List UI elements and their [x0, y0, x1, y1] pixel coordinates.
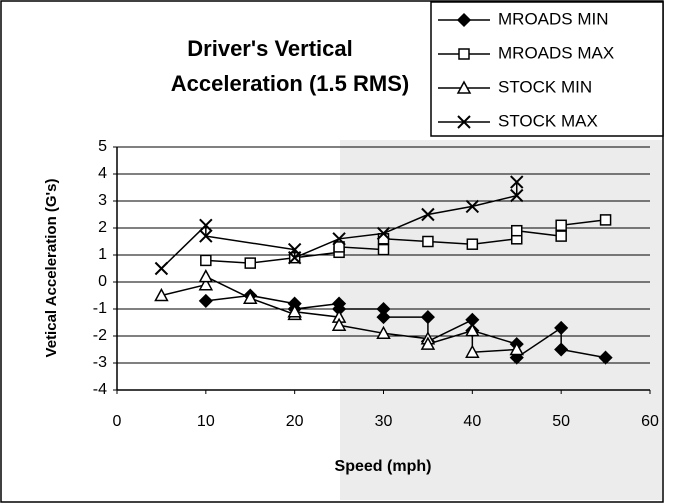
marker-diamond [598, 350, 613, 365]
x-axis-label: Speed (mph) [335, 458, 432, 475]
y-axis-label: Vetical Acceleration (G's) [43, 179, 60, 358]
y-tick-label: -3 [93, 354, 107, 371]
marker-triangle [198, 277, 214, 291]
marker-square [511, 224, 523, 237]
marker-square [377, 243, 390, 256]
marker-triangle [198, 269, 214, 283]
series-line [205, 219, 606, 264]
scan-shade [340, 140, 662, 500]
y-tick-label: 0 [98, 273, 107, 290]
marker-square [458, 48, 470, 60]
marker-diamond [456, 12, 472, 28]
marker-diamond [198, 293, 213, 308]
marker-triangle [420, 336, 436, 350]
x-tick-label: 10 [197, 413, 215, 430]
marker-triangle [376, 325, 391, 340]
chart-title: Acceleration (1.5 RMS) [171, 71, 409, 96]
y-tick-label: -2 [93, 327, 107, 344]
x-tick-label: 20 [286, 413, 304, 430]
marker-triangle [287, 304, 302, 318]
marker-square [422, 235, 434, 248]
marker-square [333, 241, 345, 253]
y-tick-label: -1 [93, 300, 107, 317]
x-tick-label: 60 [641, 413, 659, 430]
marker-diamond [420, 310, 435, 325]
marker-square [244, 257, 256, 269]
marker-cross [421, 207, 435, 222]
chart-title: Driver's Vertical [187, 36, 352, 61]
marker-cross [465, 199, 480, 214]
marker-diamond [554, 320, 569, 335]
marker-square [599, 214, 612, 226]
y-tick-label: 1 [98, 246, 107, 263]
marker-square [200, 254, 212, 267]
marker-triangle [331, 317, 347, 331]
marker-square [555, 219, 567, 232]
y-tick-label: 5 [98, 138, 107, 155]
marker-triangle [242, 290, 258, 304]
x-tick-label: 50 [552, 413, 570, 430]
marker-diamond [376, 310, 391, 325]
marker-cross [457, 115, 471, 129]
marker-cross [376, 226, 391, 241]
marker-triangle [465, 323, 480, 337]
x-tick-label: 40 [463, 413, 481, 430]
x-tick-label: 30 [375, 413, 393, 430]
marker-square [555, 230, 567, 242]
marker-triangle [154, 287, 169, 302]
marker-square [466, 238, 479, 250]
marker-triangle [509, 341, 525, 356]
y-tick-label: -4 [93, 381, 107, 398]
marker-cross [199, 229, 213, 243]
y-tick-label: 3 [98, 192, 107, 209]
legend-label: MROADS MAX [498, 43, 614, 62]
legend-box [430, 1, 664, 137]
marker-triangle [456, 80, 472, 94]
marker-square [377, 233, 390, 245]
x-tick-label: 0 [113, 413, 122, 430]
legend-label: MROADS MIN [498, 9, 609, 28]
marker-triangle [465, 344, 480, 358]
marker-cross [287, 250, 302, 265]
marker-cross [154, 261, 169, 276]
marker-diamond [554, 342, 569, 357]
y-tick-label: 4 [98, 165, 107, 182]
marker-cross [199, 218, 213, 233]
marker-cross [332, 232, 346, 246]
marker-cross [510, 188, 524, 203]
y-tick-label: 2 [98, 219, 107, 236]
legend-label: STOCK MIN [498, 77, 592, 96]
marker-cross [510, 175, 524, 189]
legend-label: STOCK MAX [498, 111, 598, 130]
